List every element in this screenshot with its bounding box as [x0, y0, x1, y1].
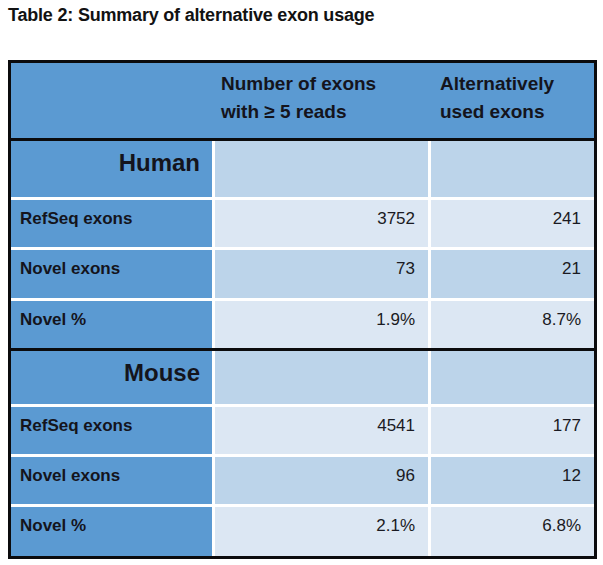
table-caption: Table 2: Summary of alternative exon usa… [8, 5, 603, 26]
header-alt-used-line1: Alternatively [440, 70, 594, 98]
value-human-novel-exons: 73 [215, 250, 428, 298]
table-header-row: Number of exons with ≥ 5 reads Alternati… [11, 63, 594, 141]
section-human: Human RefSeq exons 3752 241 Novel exons … [11, 141, 594, 348]
header-alt-used-line2: used exons [440, 98, 594, 126]
header-cell-alt-used: Alternatively used exons [431, 63, 594, 138]
section-spacer-cell [215, 141, 428, 197]
value-mouse-refseq-exons: 4541 [215, 407, 428, 454]
section-spacer-cell [431, 141, 594, 197]
value-mouse-novel-alt: 12 [431, 457, 594, 504]
section-mouse: Mouse RefSeq exons 4541 177 Novel exons … [11, 348, 594, 556]
row-label-mouse-novel-pct: Novel % [11, 507, 212, 556]
header-cell-exon-count: Number of exons with ≥ 5 reads [217, 63, 431, 138]
value-mouse-novel-exons: 96 [215, 457, 428, 504]
summary-table: Number of exons with ≥ 5 reads Alternati… [8, 60, 597, 559]
section-title-human: Human [11, 141, 212, 197]
value-human-refseq-alt: 241 [431, 200, 594, 247]
row-label-human-novel-pct: Novel % [11, 301, 212, 348]
header-cell-empty [11, 63, 217, 138]
value-mouse-novel-pct-alt: 6.8% [431, 507, 594, 556]
header-exon-count-line2: with ≥ 5 reads [221, 98, 431, 126]
value-human-refseq-exons: 3752 [215, 200, 428, 247]
row-label-mouse-refseq: RefSeq exons [11, 407, 212, 454]
value-human-novel-pct-alt: 8.7% [431, 301, 594, 348]
section-spacer-cell [431, 351, 594, 404]
value-mouse-novel-pct-exons: 2.1% [215, 507, 428, 556]
row-label-mouse-novel: Novel exons [11, 457, 212, 504]
row-label-human-refseq: RefSeq exons [11, 200, 212, 247]
row-label-human-novel: Novel exons [11, 250, 212, 298]
value-human-novel-pct-exons: 1.9% [215, 301, 428, 348]
section-title-mouse: Mouse [11, 351, 212, 404]
header-exon-count-line1: Number of exons [221, 70, 431, 98]
value-mouse-refseq-alt: 177 [431, 407, 594, 454]
value-human-novel-alt: 21 [431, 250, 594, 298]
section-spacer-cell [215, 351, 428, 404]
